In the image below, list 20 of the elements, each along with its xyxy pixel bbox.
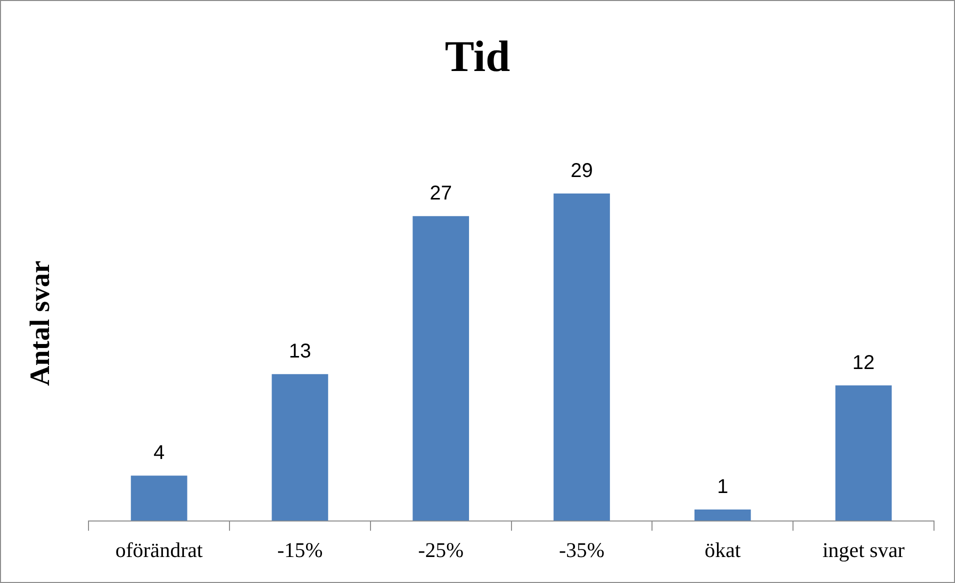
- data-label: 1: [717, 476, 728, 498]
- x-tick-label: inget svar: [822, 538, 905, 562]
- bar: [694, 510, 751, 521]
- chart-title: Tid: [444, 32, 510, 81]
- data-label: 13: [288, 340, 312, 363]
- x-tick-label: oförändrat: [115, 538, 203, 562]
- bar: [835, 385, 892, 521]
- x-tick-label: -35%: [559, 538, 604, 562]
- data-label: 29: [570, 160, 593, 182]
- bar: [272, 374, 328, 521]
- x-tick-label: ökat: [704, 538, 741, 562]
- data-label: 27: [430, 182, 452, 205]
- bar: [554, 194, 610, 521]
- data-label: 4: [153, 442, 165, 464]
- x-tick-label: -25%: [418, 538, 464, 562]
- x-tick-label: -15%: [277, 538, 323, 562]
- bar: [130, 476, 188, 521]
- y-axis-title: Antal svar: [25, 260, 56, 386]
- bar: [412, 216, 470, 521]
- data-label: 12: [852, 352, 875, 374]
